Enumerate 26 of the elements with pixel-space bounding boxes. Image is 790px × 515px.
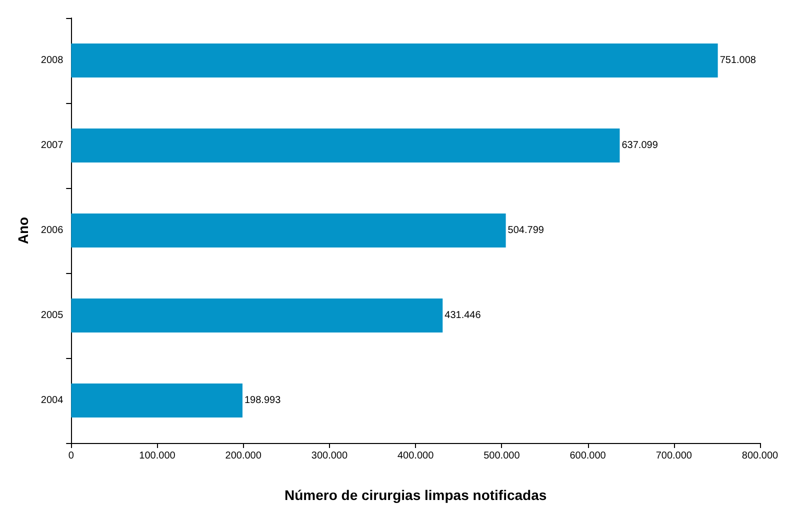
y-tick-label: 2008 bbox=[40, 55, 64, 66]
y-tick-label: 2006 bbox=[40, 225, 64, 236]
x-tick-label: 300.000 bbox=[311, 450, 348, 462]
x-tick-label: 100.000 bbox=[139, 450, 176, 462]
bar bbox=[71, 128, 620, 162]
y-axis-title: Ano bbox=[15, 216, 31, 244]
x-tick-label: 700.000 bbox=[656, 450, 692, 462]
y-tick-label: 2007 bbox=[40, 140, 64, 151]
x-tick-label: 600.000 bbox=[570, 450, 606, 462]
data-label: 504.799 bbox=[508, 225, 544, 236]
data-label: 431.446 bbox=[444, 310, 482, 321]
bar bbox=[71, 214, 506, 248]
bar bbox=[71, 298, 443, 332]
x-axis-title: Número de cirurgias limpas notificadas bbox=[284, 487, 547, 503]
x-tick-label: 0 bbox=[68, 450, 74, 462]
x-tick-label: 400.000 bbox=[397, 450, 434, 462]
data-label: 637.099 bbox=[622, 140, 658, 151]
data-label: 198.993 bbox=[244, 395, 282, 406]
y-tick-label: 2005 bbox=[40, 310, 64, 321]
bar bbox=[71, 44, 718, 78]
y-tick-label: 2004 bbox=[40, 395, 64, 406]
x-tick-label: 800.000 bbox=[742, 450, 779, 462]
data-label: 751.008 bbox=[720, 55, 756, 66]
bar bbox=[71, 384, 242, 418]
x-tick-label: 200.000 bbox=[225, 450, 262, 462]
x-tick-label: 500.000 bbox=[484, 450, 520, 462]
